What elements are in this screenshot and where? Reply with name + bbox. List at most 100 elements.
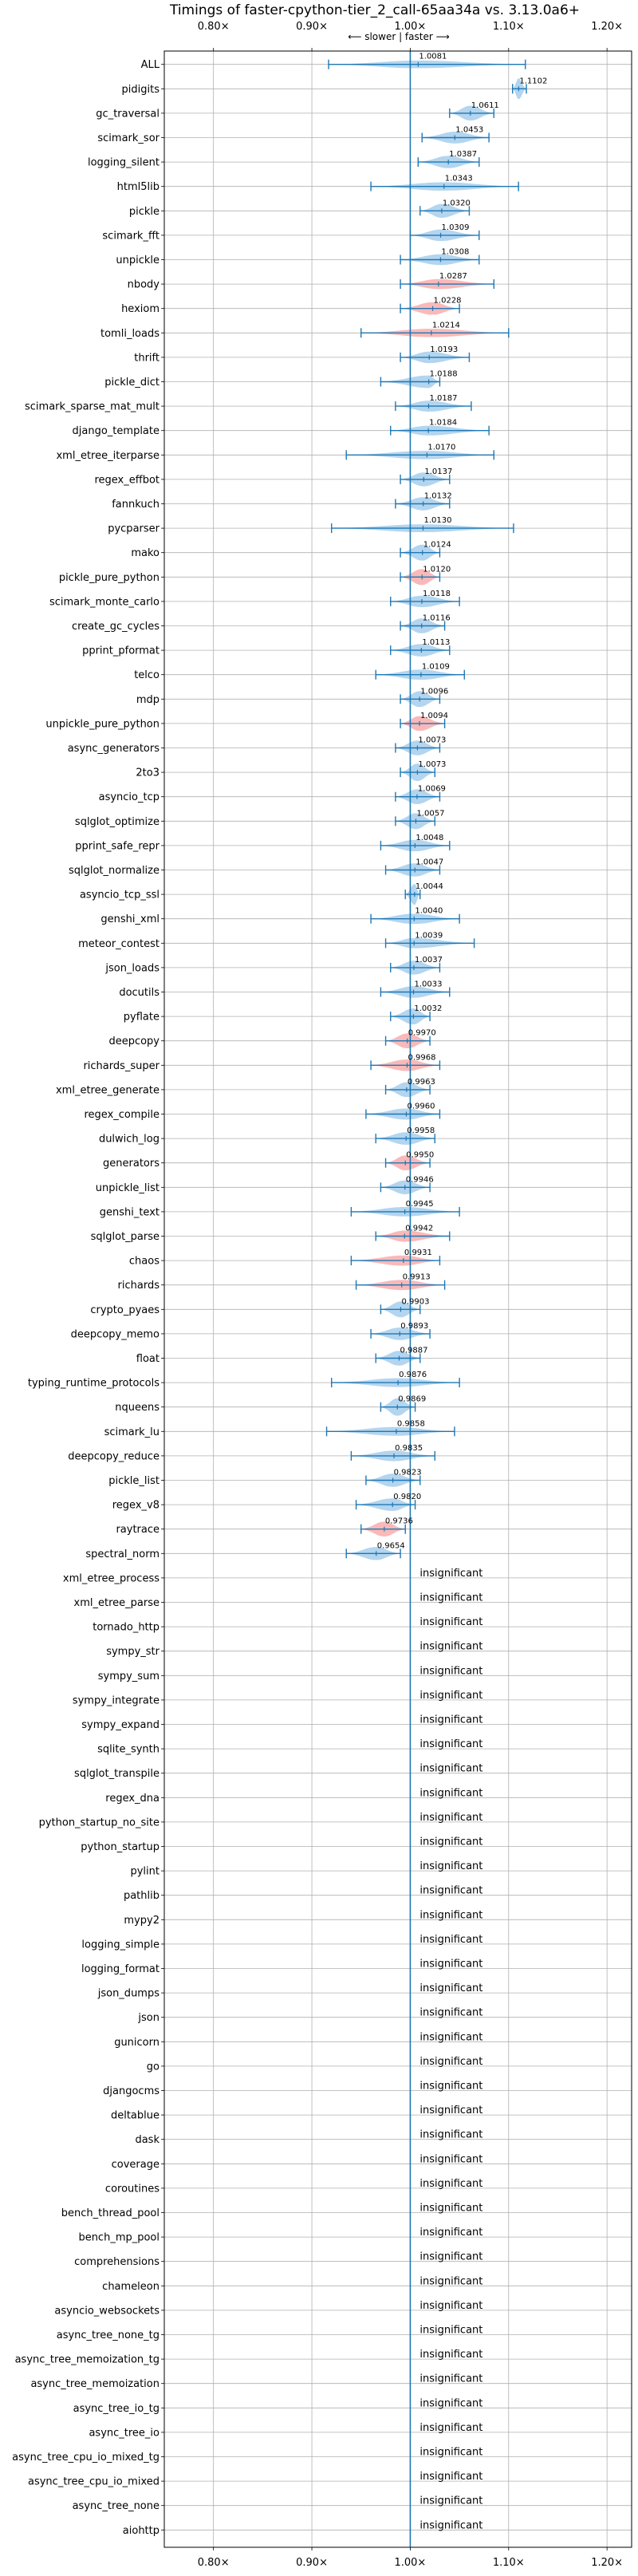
category-label: fannkuch (112, 499, 160, 511)
category-label: async_tree_io_tg (73, 2403, 160, 2415)
value-label: 1.0124 (423, 541, 451, 550)
category-label: sqlglot_parse (91, 1231, 160, 1243)
insignificant-label: insignificant (419, 2031, 482, 2043)
value-label: 0.9946 (406, 1175, 434, 1184)
value-label: 1.0040 (415, 907, 443, 916)
value-label: 1.0611 (471, 101, 499, 110)
value-label: 0.9876 (399, 1371, 427, 1379)
insignificant-label: insignificant (419, 2203, 482, 2215)
insignificant-label: insignificant (419, 2081, 482, 2093)
value-label: 0.9970 (408, 1029, 436, 1038)
value-label: 0.9960 (407, 1103, 435, 1111)
category-label: go (147, 2061, 160, 2073)
category-label: deepcopy_memo (71, 1328, 160, 1340)
category-label: gunicorn (114, 2037, 160, 2049)
value-label: 0.9820 (393, 1493, 421, 1501)
insignificant-label: insignificant (419, 1812, 482, 1824)
value-label: 1.0047 (415, 858, 443, 867)
category-label: xml_etree_iterparse (56, 450, 160, 462)
grid-layer (161, 48, 632, 2550)
category-label: scimark_lu (104, 1426, 160, 1438)
insignificant-label: insignificant (419, 2251, 482, 2263)
value-label: 0.9931 (404, 1249, 432, 1257)
category-label: chaos (129, 1256, 160, 1268)
category-label: genshi_text (100, 1206, 160, 1218)
insignificant-label: insignificant (419, 1959, 482, 1970)
value-label: 0.9968 (408, 1053, 435, 1062)
value-label: 1.0188 (430, 370, 458, 379)
category-label: regex_dna (105, 1793, 160, 1805)
category-label: ALL (141, 59, 160, 71)
category-label: meteor_contest (78, 938, 160, 950)
category-label: deltablue (111, 2110, 160, 2122)
value-label: 1.0193 (430, 345, 458, 354)
category-label: python_startup (81, 1841, 160, 1853)
value-label: 0.9942 (405, 1225, 433, 1233)
category-label: sqlglot_optimize (75, 816, 160, 828)
insignificant-label: insignificant (419, 1690, 482, 1702)
insignificant-label: insignificant (419, 2495, 482, 2507)
insignificant-label: insignificant (419, 1787, 482, 1799)
category-label: asyncio_tcp (99, 791, 160, 803)
category-label: 2to3 (136, 767, 160, 779)
value-label: 1.0170 (427, 443, 455, 452)
category-label: nqueens (115, 1402, 160, 1414)
category-label: sympy_integrate (73, 1694, 160, 1706)
category-label: gc_traversal (96, 108, 160, 120)
insignificant-label: insignificant (419, 2519, 482, 2531)
category-label: sympy_str (106, 1646, 160, 1658)
category-label: logging_simple (81, 1939, 160, 1951)
category-label: xml_etree_process (63, 1572, 160, 1584)
category-label: django_template (73, 425, 160, 437)
plot-frame (163, 50, 632, 2548)
value-label: 1.0039 (415, 931, 443, 940)
insignificant-label: insignificant (419, 2105, 482, 2116)
insignificant-label: insignificant (419, 1909, 482, 1921)
category-label: json (137, 2012, 160, 2024)
category-label: xml_etree_parse (74, 1597, 160, 1609)
category-label: coverage (112, 2159, 160, 2171)
category-label: telco (134, 669, 160, 681)
value-label: 1.0309 (442, 223, 470, 232)
category-label: nbody (128, 279, 160, 291)
category-label: thrift (134, 352, 160, 364)
insignificant-label: insignificant (419, 1665, 482, 1677)
category-label: spectral_norm (85, 1548, 160, 1560)
value-label: 0.9835 (395, 1444, 423, 1453)
insignificant-label: insignificant (419, 1934, 482, 1946)
insignificant-label: insignificant (419, 2373, 482, 2385)
category-label: python_startup_no_site (39, 1817, 160, 1828)
insignificant-label: insignificant (419, 2422, 482, 2434)
value-label: 1.0069 (418, 785, 446, 794)
x-tick-label-bottom: 0.80× (198, 2557, 230, 2569)
x-tick-label-top: 1.10× (493, 21, 525, 33)
category-label: json_loads (104, 962, 160, 974)
category-label: generators (103, 1158, 160, 1170)
value-label: 0.9823 (394, 1469, 422, 1477)
category-label: tornado_http (93, 1622, 160, 1634)
insignificant-label: insignificant (419, 2349, 482, 2361)
category-label: html5lib (117, 181, 160, 193)
category-label: pprint_pformat (82, 645, 160, 657)
insignificant-label: insignificant (419, 1568, 482, 1580)
value-label: 1.0032 (414, 1004, 442, 1013)
category-label: scimark_fft (102, 230, 160, 242)
category-label: pyflate (124, 1012, 160, 1024)
category-label: logging_silent (88, 157, 160, 169)
category-label: aiohttp (123, 2525, 160, 2537)
value-label: 1.0044 (415, 882, 443, 891)
category-label: richards_super (83, 1060, 160, 1072)
value-label: 1.0132 (424, 492, 452, 501)
category-label: sqlglot_normalize (69, 865, 160, 877)
category-label: pathlib (124, 1890, 160, 1902)
category-label: regex_effbot (94, 474, 160, 486)
value-label: 0.9913 (403, 1273, 431, 1282)
value-label: 1.0228 (434, 297, 462, 306)
category-label: create_gc_cycles (72, 621, 160, 633)
insignificant-label: insignificant (419, 2397, 482, 2409)
x-tick-label-bottom: 1.10× (493, 2557, 525, 2569)
category-label: dulwich_log (99, 1134, 160, 1146)
category-label: pickle_list (108, 1475, 160, 1487)
category-label: sympy_expand (81, 1719, 160, 1731)
category-label: mypy2 (124, 1915, 160, 1927)
